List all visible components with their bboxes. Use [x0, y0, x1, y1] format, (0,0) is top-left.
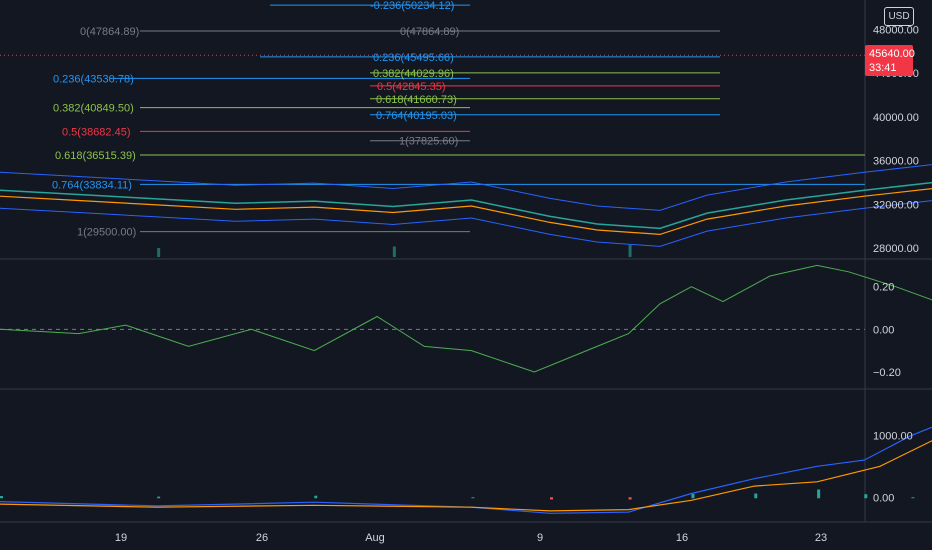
bollinger-lower: [0, 200, 932, 247]
macd-histogram-bar: [911, 497, 915, 499]
time-tick: 23: [815, 532, 827, 544]
macd-histogram-bar: [550, 497, 553, 500]
price-tick: 28000.00: [873, 243, 919, 255]
oscillator-tick: 0.20: [873, 282, 894, 294]
macd-tick: 1000.00: [873, 430, 913, 442]
fib-label: 0.5(42845.35): [377, 81, 446, 93]
volume-bar: [628, 245, 632, 257]
price-tick: 48000.00: [873, 25, 919, 37]
volume-bar: [392, 246, 396, 257]
fib-label: 0.764(33834.11): [52, 179, 132, 191]
macd-histogram-bar: [471, 497, 475, 499]
oscillator-line: [0, 264, 932, 373]
fib-label: 0.236(45495.66): [373, 52, 454, 64]
macd-histogram-bar: [691, 493, 695, 499]
time-tick: 26: [256, 532, 268, 544]
fib-label: -0.236(50234.12): [370, 0, 454, 12]
bollinger-upper: [0, 164, 932, 211]
fib-label: 0.618(36515.39): [55, 150, 136, 162]
price-tick: 36000.00: [873, 156, 919, 168]
macd-histogram-bar: [864, 494, 868, 499]
macd-histogram-bar: [754, 493, 758, 499]
fib-label: 1(37825.60): [399, 136, 458, 148]
volume-bars: [157, 245, 632, 257]
pane-dividers: [0, 0, 932, 523]
price-tick: 40000.00: [873, 112, 919, 124]
fib-label: 1(29500.00): [77, 227, 136, 239]
last-price-value: 45640.00: [869, 48, 915, 60]
fib-levels: -0.236(50234.12) 0(47864.89) 0(47864.89) 0.…: [52, 0, 865, 239]
macd-line: [0, 426, 932, 514]
fib-label: 0.618(41660.73): [376, 94, 457, 106]
time-axis[interactable]: 19 26 Aug 9 16 23: [115, 532, 827, 544]
bar-countdown: 33:41: [869, 62, 897, 74]
macd-histogram-bar: [628, 497, 632, 500]
oscillator-pane: [0, 264, 932, 373]
time-tick: 16: [676, 532, 688, 544]
macd-histogram-bar: [314, 495, 318, 499]
last-price-badge: 45640.00 33:41: [865, 45, 915, 76]
fib-label: 0.764(40195.03): [376, 110, 457, 122]
fib-label: 0.5(38682.45): [62, 126, 131, 138]
time-tick: Aug: [365, 532, 385, 544]
macd-histogram-bar: [817, 489, 821, 499]
fib-label: 0.382(44029.96): [373, 68, 454, 80]
macd-histogram-bar: [157, 496, 161, 499]
oscillator-tick: −0.20: [873, 367, 901, 379]
macd-pane: [0, 426, 932, 514]
volume-bar: [157, 248, 161, 257]
currency-label[interactable]: USD: [884, 7, 914, 26]
price-tick: 32000.00: [873, 199, 919, 211]
fib-label: 0(47864.89): [400, 26, 459, 38]
price-axis[interactable]: 48000.0044000.0040000.0036000.0032000.00…: [873, 25, 919, 505]
moving-average: [0, 188, 932, 236]
oscillator-tick: 0.00: [873, 324, 894, 336]
time-tick: 9: [537, 532, 543, 544]
fib-label: 0.382(40849.50): [53, 103, 134, 115]
fib-label: 0.236(43530.78): [53, 73, 134, 85]
fib-label: 0(47864.89): [80, 26, 139, 38]
signal-line: [0, 440, 932, 512]
price-series: [0, 54, 932, 247]
macd-histogram-bar: [0, 496, 3, 499]
macd-tick: 0.00: [873, 492, 894, 504]
price-line: [0, 181, 932, 230]
time-tick: 19: [115, 532, 127, 544]
